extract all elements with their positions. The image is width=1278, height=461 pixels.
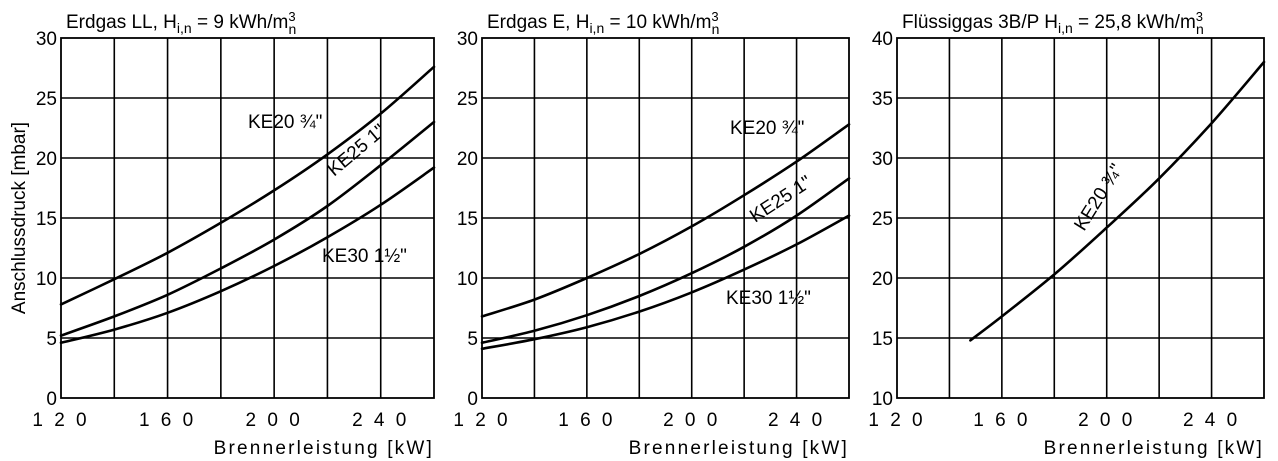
series-label: KE30 1½" xyxy=(322,246,407,267)
x-tick-label: 2 4 0 xyxy=(1183,410,1240,431)
chart-title: Erdgas LL, Hi,n = 9 kWh/m3 n xyxy=(66,9,296,37)
x-axis-label: Brennerleistung [kW] xyxy=(214,438,434,459)
y-tick-label: 15 xyxy=(36,209,57,230)
grid-lines xyxy=(482,38,849,398)
series-label: KE20 ¾" xyxy=(730,118,804,139)
x-tick-label: 2 0 0 xyxy=(246,410,303,431)
y-tick-label: 10 xyxy=(872,389,893,410)
series-line-1 xyxy=(480,123,851,318)
y-tick-label: 30 xyxy=(36,29,57,50)
x-tick-label: 1 6 0 xyxy=(139,410,196,431)
series-line-3 xyxy=(59,166,436,345)
series-label: KE20 ¾" xyxy=(248,112,322,133)
x-axis-label: Brennerleistung [kW] xyxy=(1044,438,1264,459)
x-tick-label: 1 2 0 xyxy=(32,410,89,431)
chart-panel-1: 0 5 10 15 20 25 30 1 2 0 1 6 0 2 0 0 2 4 0 Brennerl… xyxy=(9,9,436,459)
y-tick-label: 20 xyxy=(457,149,478,170)
chart-title: Flüssiggas 3B/P Hi,n = 25,8 kWh/m3 n xyxy=(902,9,1204,37)
x-tick-label: 2 4 0 xyxy=(352,410,409,431)
y-tick-label: 25 xyxy=(36,89,57,110)
x-tick-label: 1 6 0 xyxy=(558,410,615,431)
x-axis-label: Brennerleistung [kW] xyxy=(629,438,849,459)
series-line-2 xyxy=(59,120,436,337)
y-tick-label: 25 xyxy=(457,89,478,110)
series-line-2 xyxy=(480,177,851,345)
y-tick-label: 30 xyxy=(457,29,478,50)
y-tick-label: 25 xyxy=(872,209,893,230)
y-tick-label: 10 xyxy=(36,269,57,290)
y-tick-label: 40 xyxy=(872,29,893,50)
chart-panel-2: 0 5 10 15 20 25 30 1 2 0 1 6 0 2 0 0 2 4 0 Brennerl… xyxy=(453,9,851,459)
y-tick-label: 0 xyxy=(46,389,57,410)
plot-frame xyxy=(896,37,1265,399)
plot-frame xyxy=(481,37,850,399)
x-tick-label: 1 2 0 xyxy=(868,410,925,431)
y-tick-label: 15 xyxy=(457,209,478,230)
chart-panel-3: 10 15 20 25 30 35 40 1 2 0 1 6 0 2 0 0 2 4 0 Brenne… xyxy=(868,9,1266,459)
y-tick-label: 15 xyxy=(872,329,893,350)
y-tick-label: 5 xyxy=(46,329,57,350)
y-tick-label: 0 xyxy=(467,389,478,410)
series-line-3 xyxy=(480,214,851,351)
x-tick-label: 2 0 0 xyxy=(1078,410,1135,431)
y-tick-label: 30 xyxy=(872,149,893,170)
series-line-1 xyxy=(969,60,1266,342)
series-label: KE25 1" xyxy=(746,172,815,227)
x-tick-label: 1 2 0 xyxy=(453,410,510,431)
chart-title: Erdgas E, Hi,n = 10 kWh/m3 n xyxy=(487,9,719,37)
y-tick-label: 35 xyxy=(872,89,893,110)
y-tick-label: 20 xyxy=(36,149,57,170)
series-line-1 xyxy=(59,65,436,306)
grid-lines xyxy=(61,38,434,398)
plot-frame xyxy=(60,37,435,399)
y-tick-label: 5 xyxy=(467,329,478,350)
y-tick-label: 10 xyxy=(457,269,478,290)
x-tick-label: 1 6 0 xyxy=(973,410,1030,431)
grid-lines xyxy=(897,38,1264,398)
series-label: KE20 ¾" xyxy=(1070,160,1127,234)
series-label: KE30 1½" xyxy=(726,288,811,309)
y-axis-label: Anschlussdruck [mbar] xyxy=(9,122,30,314)
x-tick-label: 2 0 0 xyxy=(663,410,720,431)
y-tick-label: 20 xyxy=(872,269,893,290)
x-tick-label: 2 4 0 xyxy=(768,410,825,431)
